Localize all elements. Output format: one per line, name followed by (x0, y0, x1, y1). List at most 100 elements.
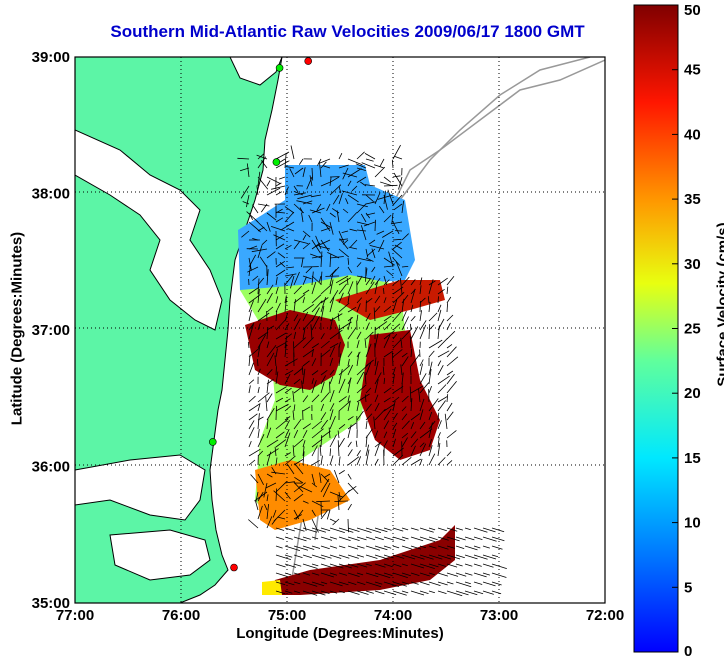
velocity-vector (374, 408, 386, 421)
velocity-vector (428, 581, 441, 586)
velocity-vector (302, 430, 308, 439)
velocity-vector (374, 306, 381, 313)
velocity-vector (455, 581, 472, 588)
velocity-vector (428, 590, 436, 594)
velocity-vector (293, 493, 304, 502)
velocity-vector (455, 563, 463, 567)
velocity-vector (347, 395, 350, 403)
velocity-vector (311, 459, 320, 466)
velocity-vector (338, 302, 350, 313)
velocity-vector (365, 563, 372, 567)
velocity-vector (320, 217, 331, 232)
velocity-vector (356, 536, 367, 541)
velocity-vector (338, 248, 350, 258)
velocity-vector (446, 402, 453, 412)
velocity-vector (274, 355, 277, 367)
y-tick-label: 37:00 (32, 322, 70, 339)
velocity-vector (329, 381, 331, 394)
velocity-vector (392, 311, 402, 322)
velocity-vector (473, 572, 487, 578)
velocity-vector (428, 350, 435, 358)
velocity-vector (383, 397, 391, 403)
velocity-vector (401, 563, 408, 567)
velocity-vector (419, 300, 421, 313)
velocity-vector (365, 527, 382, 533)
velocity-vector (419, 458, 423, 466)
velocity-vector (323, 165, 331, 169)
velocity-vector (257, 491, 264, 502)
velocity-vector (302, 360, 310, 367)
velocity-vector (356, 229, 367, 232)
velocity-vector (342, 208, 349, 214)
velocity-vector (428, 301, 431, 313)
velocity-vector (374, 166, 386, 178)
velocity-vector (365, 194, 374, 203)
velocity-vector (410, 438, 419, 448)
velocity-vector (257, 278, 260, 295)
velocity-vector (410, 354, 420, 367)
velocity-vector (428, 279, 434, 295)
velocity-vector (248, 427, 255, 439)
velocity-vector (356, 384, 367, 394)
velocity-vector (266, 439, 279, 448)
velocity-vector (248, 413, 258, 421)
velocity-vector (446, 286, 449, 295)
velocity-vector (293, 590, 301, 594)
velocity-vector (311, 527, 327, 533)
velocity-vector (391, 248, 403, 259)
velocity-vector (275, 286, 279, 295)
velocity-vector (419, 382, 430, 394)
velocity-vector (293, 527, 305, 532)
velocity-vector (386, 270, 394, 277)
velocity-vector (257, 413, 260, 430)
velocity-vector (284, 554, 293, 558)
velocity-vector (446, 451, 452, 457)
velocity-vector (301, 366, 304, 376)
velocity-vector (419, 285, 422, 295)
velocity-vector (338, 230, 345, 243)
velocity-vector (311, 482, 318, 488)
velocity-vector (383, 176, 392, 183)
velocity-vector (409, 386, 412, 403)
velocity-vector (326, 509, 331, 520)
velocity-vector (374, 357, 377, 367)
velocity-vector (275, 536, 285, 540)
velocity-vector (446, 303, 448, 313)
velocity-vector (320, 473, 329, 482)
velocity-vector (491, 536, 505, 542)
velocity-vector (356, 314, 359, 322)
velocity-vector (256, 185, 259, 196)
velocity-vector (322, 482, 331, 498)
velocity-vector (392, 422, 398, 430)
velocity-vector (356, 331, 362, 340)
velocity-vector (347, 364, 354, 376)
velocity-vector (293, 545, 309, 551)
velocity-vector (248, 264, 252, 277)
velocity-vector (247, 341, 250, 349)
velocity-vector (284, 405, 292, 412)
velocity-vector (392, 373, 395, 385)
velocity-vector (266, 407, 275, 421)
velocity-vector (284, 420, 290, 430)
velocity-vector (284, 527, 295, 532)
velocity-vector (293, 299, 296, 313)
velocity-vector (378, 205, 385, 214)
velocity-vector (251, 248, 268, 253)
velocity-vector (428, 527, 436, 531)
velocity-region-chesapeake-mouth (245, 310, 345, 390)
velocity-vector (280, 221, 295, 231)
velocity-vector (275, 563, 286, 568)
velocity-vector (302, 451, 305, 466)
velocity-vector (293, 554, 303, 558)
velocity-vector (356, 203, 367, 214)
velocity-vector (302, 527, 318, 533)
velocity-vector (276, 211, 286, 214)
velocity-vector (356, 297, 363, 304)
velocity-vector (257, 171, 261, 187)
velocity-vector (355, 440, 358, 448)
velocity-vector (275, 182, 282, 187)
velocity-vector (326, 203, 331, 212)
velocity-vector (437, 396, 448, 403)
velocity-vector (293, 337, 306, 349)
velocity-vector (275, 302, 281, 313)
